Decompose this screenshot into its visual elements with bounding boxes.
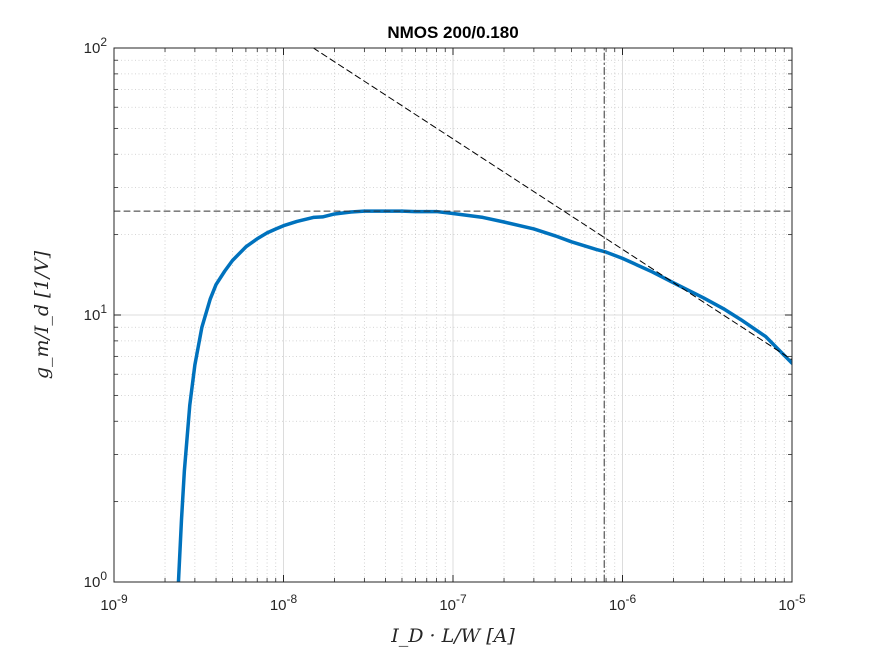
series-layer	[114, 48, 792, 582]
x-tick-label: 10-8	[270, 592, 298, 614]
x-tick-label: 10-7	[439, 592, 467, 614]
y-axis-label: g_m/I_d [1/V]	[31, 250, 53, 379]
y-tick-labels: 100 101 102	[84, 35, 108, 591]
series-line-0	[176, 209, 792, 582]
x-tick-label: 10-5	[778, 592, 806, 614]
chart-title: NMOS 200/0.180	[387, 23, 518, 42]
x-tick-label: 10-9	[100, 592, 128, 614]
x-tick-labels: 10-9 10-8 10-7 10-6 10-5	[100, 592, 806, 614]
series-line-1	[312, 48, 792, 361]
axis-ticks	[113, 47, 793, 583]
y-tick-label: 101	[84, 302, 108, 324]
x-tick-label: 10-6	[609, 592, 637, 614]
y-tick-label: 100	[84, 569, 108, 591]
y-tick-label: 102	[84, 35, 108, 57]
x-axis-label: I_D · L/W [A]	[390, 625, 515, 647]
